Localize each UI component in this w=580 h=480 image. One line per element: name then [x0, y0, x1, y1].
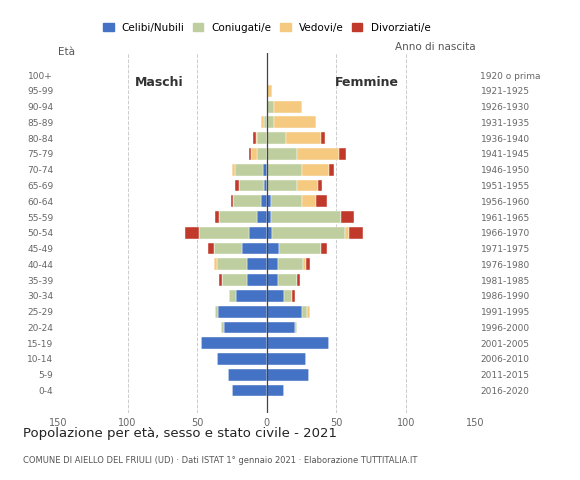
Bar — [267, 306, 302, 318]
Bar — [267, 148, 298, 160]
Bar — [267, 164, 302, 176]
Bar — [318, 180, 322, 192]
Bar — [198, 227, 249, 239]
Bar — [261, 117, 264, 128]
Bar — [257, 211, 267, 223]
Bar — [263, 164, 267, 176]
Bar — [261, 195, 267, 207]
Bar — [217, 258, 247, 270]
Bar — [302, 164, 329, 176]
Bar — [247, 258, 267, 270]
Bar — [239, 180, 264, 192]
Bar — [264, 180, 267, 192]
Bar — [339, 148, 346, 160]
Bar — [208, 243, 214, 254]
Bar — [345, 227, 349, 239]
Bar — [298, 274, 300, 286]
Bar — [292, 290, 295, 302]
Bar — [201, 337, 267, 349]
Bar — [303, 258, 306, 270]
Bar — [249, 227, 267, 239]
Bar — [215, 306, 218, 318]
Text: Età: Età — [58, 47, 75, 57]
Legend: Celibi/Nubili, Coniugati/e, Vedovi/e, Divorziati/e: Celibi/Nubili, Coniugati/e, Vedovi/e, Di… — [99, 18, 434, 37]
Bar — [236, 290, 267, 302]
Bar — [235, 180, 239, 192]
Bar — [316, 195, 327, 207]
Bar — [321, 243, 327, 254]
Bar — [267, 180, 298, 192]
Bar — [267, 195, 271, 207]
Bar — [349, 227, 363, 239]
Bar — [267, 384, 284, 396]
Bar — [229, 290, 236, 302]
Bar — [340, 211, 354, 223]
Bar — [298, 148, 339, 160]
Text: Popolazione per età, sesso e stato civile - 2021: Popolazione per età, sesso e stato civil… — [23, 427, 337, 440]
Bar — [214, 243, 242, 254]
Text: COMUNE DI AIELLO DEL FRIULI (UD) · Dati ISTAT 1° gennaio 2021 · Elaborazione TUT: COMUNE DI AIELLO DEL FRIULI (UD) · Dati … — [23, 456, 418, 465]
Bar — [302, 195, 316, 207]
Bar — [287, 132, 321, 144]
Bar — [271, 211, 340, 223]
Bar — [217, 353, 267, 365]
Bar — [249, 148, 252, 160]
Bar — [242, 243, 267, 254]
Bar — [278, 258, 303, 270]
Bar — [233, 195, 261, 207]
Bar — [302, 306, 307, 318]
Bar — [267, 290, 284, 302]
Bar — [228, 369, 267, 381]
Bar — [267, 117, 274, 128]
Bar — [280, 243, 321, 254]
Bar — [271, 195, 302, 207]
Bar — [267, 101, 274, 112]
Bar — [267, 243, 280, 254]
Bar — [274, 117, 316, 128]
Bar — [232, 164, 235, 176]
Bar — [257, 148, 267, 160]
Bar — [329, 164, 334, 176]
Bar — [264, 117, 267, 128]
Bar — [253, 132, 256, 144]
Bar — [273, 227, 345, 239]
Bar — [247, 274, 267, 286]
Bar — [267, 227, 273, 239]
Bar — [321, 132, 325, 144]
Bar — [219, 274, 222, 286]
Text: Femmine: Femmine — [335, 76, 399, 89]
Bar — [274, 101, 302, 112]
Bar — [218, 306, 267, 318]
Bar — [184, 227, 198, 239]
Bar — [267, 132, 287, 144]
Bar — [222, 274, 247, 286]
Bar — [278, 274, 298, 286]
Bar — [257, 132, 267, 144]
Bar — [284, 290, 292, 302]
Text: Maschi: Maschi — [135, 76, 183, 89]
Bar — [267, 322, 295, 333]
Bar — [256, 132, 257, 144]
Bar — [267, 369, 309, 381]
Bar — [219, 211, 257, 223]
Bar — [235, 164, 263, 176]
Bar — [232, 384, 267, 396]
Bar — [267, 211, 271, 223]
Bar — [231, 195, 233, 207]
Bar — [252, 148, 257, 160]
Bar — [221, 322, 224, 333]
Bar — [224, 322, 267, 333]
Bar — [267, 85, 273, 97]
Bar — [295, 322, 298, 333]
Bar — [267, 274, 278, 286]
Bar — [298, 180, 318, 192]
Bar — [267, 258, 278, 270]
Bar — [215, 211, 219, 223]
Bar — [267, 353, 306, 365]
Bar — [214, 258, 217, 270]
Bar — [267, 337, 329, 349]
Bar — [306, 258, 310, 270]
Text: Anno di nascita: Anno di nascita — [395, 42, 476, 52]
Bar — [307, 306, 310, 318]
